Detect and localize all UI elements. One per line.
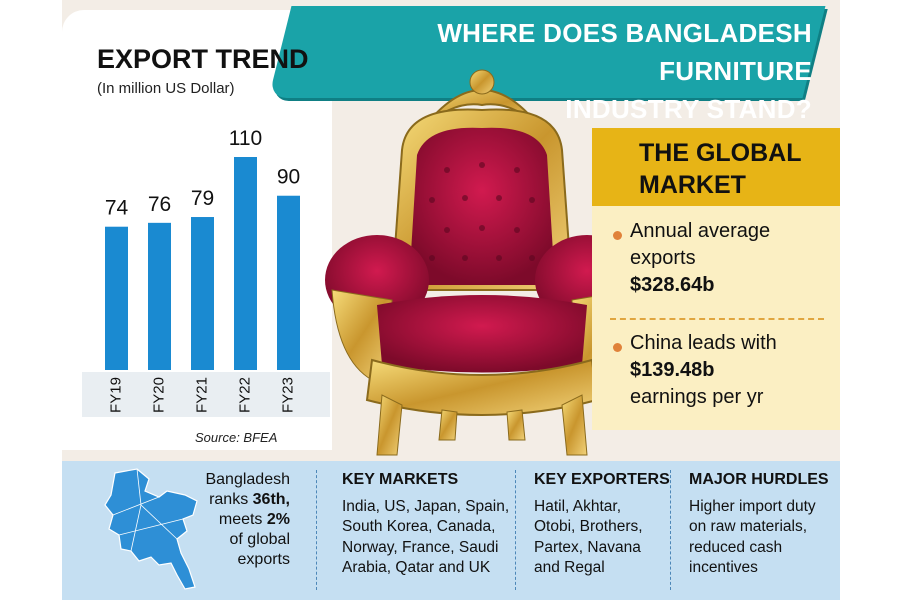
category-label: FY22 [236,377,253,413]
item2-line1: China leads with [630,332,777,354]
category-label: FY21 [193,377,210,413]
rank-line-3: meets 2% [200,510,290,530]
key-exporters-heading: KEY EXPORTERS [534,471,670,488]
export-bar-chart: 74 FY19 76 FY20 79 FY21 110 FY22 90 FY23 [82,127,330,417]
bullet-dot-icon [613,231,622,240]
item1-line2: exports [630,247,696,269]
key-exporters-line: Partex, Navana [534,538,641,556]
dashed-divider [610,318,824,320]
meets-value: 2% [266,511,290,528]
key-markets-column: KEY MARKETS India, US, Japan, Spain, Sou… [342,470,509,579]
bar-fy23 [277,195,300,370]
chart-source: Source: BFEA [195,430,278,445]
key-markets-heading: KEY MARKETS [342,471,459,488]
column-divider [316,470,317,590]
rank-line-4: of global [229,531,291,548]
key-exporters-line: Otobi, Brothers, [534,518,643,535]
major-hurdles-column: MAJOR HURDLES Higher import duty on raw … [689,470,829,579]
global-market-header [592,128,840,206]
global-market-title: THE GLOBAL MARKET [639,137,819,201]
rank-value: 36th, [252,491,290,508]
global-title-line-1: THE GLOBAL [639,139,802,167]
infographic: WHERE DOES BANGLADESH FURNITURE INDUSTRY… [62,0,840,600]
item2-line3: earnings per yr [630,386,764,408]
bar-fy21 [191,217,214,370]
key-exporters-line: Hatil, Akhtar, [534,497,622,515]
item2-value: $139.48b [630,359,715,381]
bullet-dot-icon [613,343,622,352]
title-line-2: INDUSTRY STAND? [565,94,812,124]
column-divider [515,470,516,590]
key-exporters-line: and Regal [534,559,605,576]
major-hurdles-line: on raw materials, [689,518,808,535]
title-line-1: WHERE DOES BANGLADESH FURNITURE [437,18,812,86]
global-title-line-2: MARKET [639,171,746,199]
throne-chair-illustration [325,69,639,456]
item1-line1: Annual average [630,220,771,242]
bar-fy22 [234,157,257,370]
meets-prefix: meets [218,511,267,528]
bar-fy19 [105,226,128,370]
bangladesh-map-icon [104,468,198,590]
chart-title: EXPORT TREND [97,44,309,74]
major-hurdles-line: incentives [689,559,758,576]
bar-value-label: 90 [277,166,300,189]
chart-subtitle: (In million US Dollar) [97,80,235,97]
item1-value: $328.64b [630,274,715,296]
bar-value-label: 74 [105,197,129,220]
global-item-china: China leads with $139.48b earnings per y… [630,330,830,411]
key-markets-line: India, US, Japan, Spain, [342,497,510,515]
bar-value-label: 79 [191,187,214,210]
rank-line-1: Bangladesh [205,471,290,488]
column-divider [670,470,671,590]
bangladesh-rank-text: Bangladesh ranks 36th, meets 2% of globa… [200,470,290,570]
key-markets-line: Arabia, Qatar and UK [342,559,491,576]
key-markets-line: South Korea, Canada, [342,518,496,535]
major-hurdles-line: reduced cash [689,538,783,556]
major-hurdles-line: Higher import duty [689,497,816,515]
major-hurdles-heading: MAJOR HURDLES [689,471,829,488]
key-exporters-column: KEY EXPORTERS Hatil, Akhtar, Otobi, Brot… [534,470,670,579]
page-title: WHERE DOES BANGLADESH FURNITURE INDUSTRY… [292,14,812,128]
chart-baseline-band [82,372,330,417]
category-label: FY23 [279,377,296,413]
rank-line-2: ranks 36th, [200,490,290,510]
rank-prefix: ranks [209,491,253,508]
bar-value-label: 110 [229,127,262,150]
bar-value-label: 76 [148,193,171,216]
category-label: FY19 [107,377,124,413]
key-markets-line: Norway, France, Saudi [342,538,499,556]
category-label: FY20 [150,377,167,413]
global-item-exports: Annual average exports $328.64b [630,218,830,299]
bar-fy20 [148,222,171,370]
rank-line-5: exports [237,551,290,568]
